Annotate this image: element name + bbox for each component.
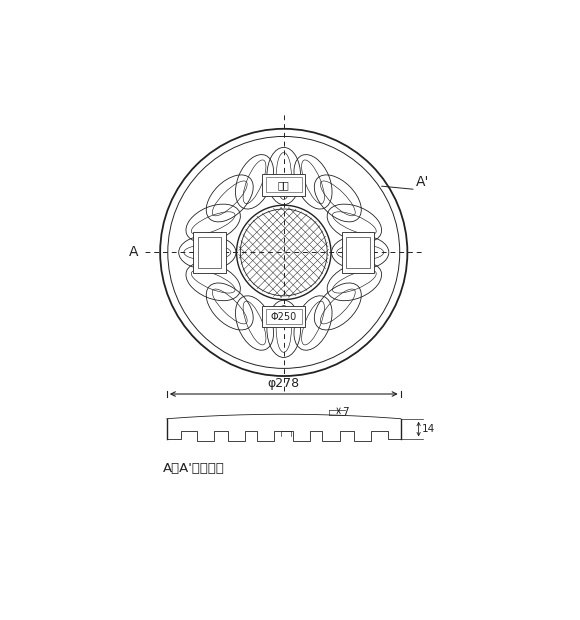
Text: A: A [129, 246, 139, 259]
Text: 14: 14 [422, 424, 436, 434]
Text: 7: 7 [342, 407, 349, 417]
Text: Φ250: Φ250 [271, 311, 297, 322]
FancyBboxPatch shape [342, 232, 374, 273]
Text: A': A' [416, 175, 429, 188]
FancyBboxPatch shape [262, 306, 305, 327]
Text: 城東: 城東 [278, 180, 289, 190]
Text: φ278: φ278 [268, 378, 300, 391]
FancyBboxPatch shape [193, 232, 226, 273]
Text: A－A'　断面図: A－A' 断面図 [162, 462, 224, 475]
FancyBboxPatch shape [262, 174, 305, 195]
